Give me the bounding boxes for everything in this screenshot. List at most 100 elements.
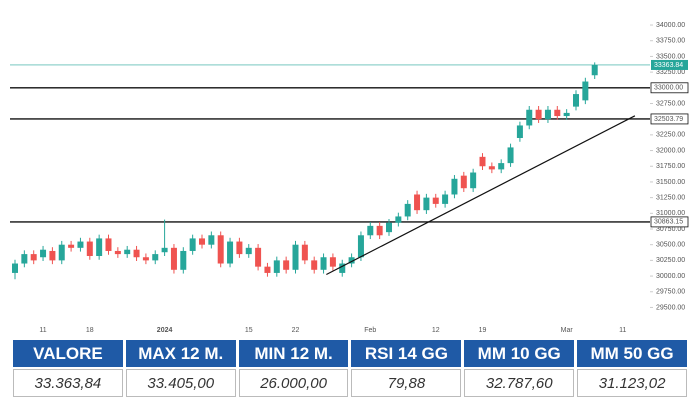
y-tick-label: 30500.00 — [656, 242, 685, 249]
candle-body — [311, 260, 318, 270]
candle-body — [544, 109, 551, 120]
header-cell: VALORE — [13, 340, 123, 367]
x-tick-label: 19 — [479, 327, 487, 334]
candle-body — [386, 222, 392, 233]
candle-body — [96, 238, 103, 256]
candle-body — [367, 225, 374, 236]
value-row: 33.363,84 33.405,00 26.000,00 79,88 32.7… — [13, 369, 687, 397]
candle-body — [442, 194, 449, 204]
stats-table: VALORE MAX 12 M. MIN 12 M. RSI 14 GG MM … — [10, 338, 690, 399]
y-tick-label: 30250.00 — [656, 257, 685, 264]
candle-body — [86, 241, 93, 256]
x-tick-label: Feb — [364, 327, 376, 334]
candle-body — [526, 109, 533, 126]
candle-body — [516, 125, 523, 139]
candle-body — [591, 64, 598, 76]
trendline — [326, 115, 636, 276]
y-tick-label: 29500.00 — [656, 304, 685, 311]
candle-body — [40, 249, 47, 258]
candle-body — [470, 172, 477, 189]
y-tick-label: 33500.00 — [656, 53, 685, 60]
candle-body — [255, 247, 262, 267]
candle-body — [488, 166, 495, 170]
value-cell: 31.123,02 — [577, 369, 687, 397]
candle-body — [236, 241, 243, 255]
header-cell: RSI 14 GG — [351, 340, 462, 367]
candle-body — [404, 203, 411, 217]
y-tick-label: 30750.00 — [656, 226, 685, 233]
candle-body — [105, 238, 112, 251]
level-label: 33000.00 — [654, 85, 683, 92]
candle-body — [273, 260, 280, 273]
x-tick-label: 11 — [619, 327, 626, 334]
last-price-label: 33363.84 — [654, 62, 683, 69]
candle-body — [142, 257, 149, 261]
candle-body — [21, 254, 28, 264]
y-tick-label: 32750.00 — [656, 100, 685, 107]
candle-body — [301, 244, 308, 261]
level-label-box — [650, 216, 689, 228]
candle-body — [573, 94, 579, 107]
candle-body — [498, 163, 505, 170]
x-tick-label: 2024 — [157, 327, 173, 334]
value-cell: 79,88 — [351, 369, 462, 397]
candle-body — [554, 109, 561, 117]
candle-body — [395, 216, 402, 223]
candle-body — [49, 250, 56, 261]
candle-body — [68, 244, 75, 248]
candle-body — [152, 254, 159, 261]
candle-body — [582, 81, 589, 101]
candle-body — [414, 194, 421, 211]
last-price-box — [651, 59, 688, 70]
header-cell: MM 10 GG — [464, 340, 575, 367]
header-cell: MIN 12 M. — [238, 340, 349, 367]
candle-body — [114, 250, 121, 255]
value-cell: 33.405,00 — [125, 369, 236, 397]
candle-body — [217, 235, 224, 264]
level-label: 30863.15 — [654, 219, 683, 226]
candle-body — [432, 197, 439, 204]
level-label-box — [650, 113, 689, 125]
candle-body — [199, 238, 205, 245]
candle-body — [563, 112, 570, 117]
candle-body — [460, 175, 467, 189]
value-cell: 26.000,00 — [238, 369, 349, 397]
candle-body — [535, 109, 542, 120]
candle-body — [479, 156, 486, 167]
header-cell: MM 50 GG — [577, 340, 687, 367]
level-label: 32503.79 — [654, 116, 683, 123]
candle-body — [227, 241, 234, 264]
header-cell: MAX 12 M. — [125, 340, 236, 367]
candle-body — [133, 249, 140, 258]
candle-body — [77, 241, 84, 248]
value-cell: 32.787,60 — [464, 369, 575, 397]
candle-body — [180, 250, 187, 270]
level-label-box — [650, 82, 689, 94]
candle-body — [264, 266, 271, 273]
candle-body — [348, 257, 355, 264]
x-tick-label: 15 — [245, 327, 253, 334]
candle-body — [124, 249, 131, 255]
y-tick-label: 29750.00 — [656, 289, 685, 296]
candle-body — [170, 247, 177, 270]
x-tick-label: 11 — [39, 327, 46, 334]
x-tick-label: 12 — [432, 327, 440, 334]
y-tick-label: 34000.00 — [656, 22, 685, 29]
candle-body — [357, 235, 364, 258]
candle-body — [283, 260, 290, 270]
candle-body — [507, 147, 514, 164]
y-tick-label: 33750.00 — [656, 38, 685, 45]
candle-body — [451, 178, 458, 195]
value-cell: 33.363,84 — [13, 369, 123, 397]
candle-body — [329, 257, 336, 267]
candle-body — [161, 247, 168, 253]
candle-body — [292, 244, 299, 270]
candle-body — [245, 247, 252, 255]
candle-body — [58, 244, 65, 261]
x-tick-label: 22 — [292, 327, 300, 334]
y-tick-label: 31250.00 — [656, 194, 685, 201]
candle-body — [30, 254, 37, 261]
y-tick-label: 32250.00 — [656, 132, 685, 139]
candle-body — [376, 225, 383, 236]
plot-area — [10, 15, 650, 320]
